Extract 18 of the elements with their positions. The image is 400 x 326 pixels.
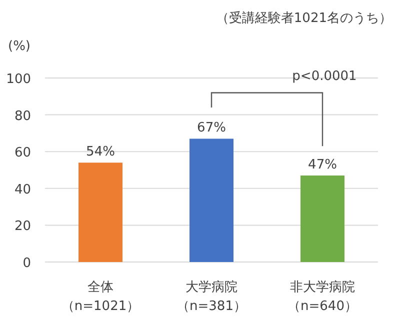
chart-title: （受講経験者1021名のうち） [216, 11, 392, 26]
y-tick-label: 60 [14, 146, 31, 161]
data-label: 47% [308, 158, 337, 173]
bar [78, 162, 122, 262]
x-tick-label: 非大学病院（n=640） [288, 280, 358, 314]
annotation: p<0.0001 [292, 69, 357, 84]
x-tick-label: 大学病院（n=381） [176, 280, 246, 314]
y-axis-title: (%) [8, 39, 30, 54]
data-label: 67% [197, 120, 226, 136]
bar [190, 138, 234, 262]
x-tick-label: 全体（n=1021） [61, 280, 140, 314]
y-tick-label: 20 [14, 219, 31, 234]
y-tick-label: 100 [6, 72, 31, 87]
y-tick-label: 80 [14, 108, 31, 124]
y-tick-label: 40 [14, 182, 31, 198]
bar [300, 176, 344, 262]
y-tick-label: 0 [22, 256, 31, 271]
data-label: 54% [86, 144, 115, 160]
